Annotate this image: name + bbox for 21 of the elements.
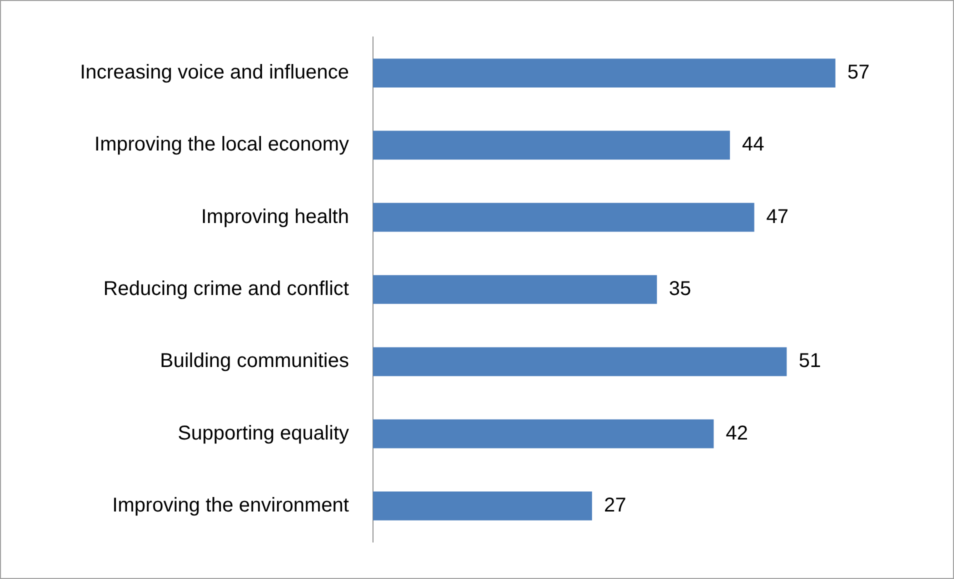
bar bbox=[373, 347, 787, 376]
data-label: 51 bbox=[798, 350, 821, 372]
y-tick-label: Improving the environment bbox=[112, 494, 350, 516]
y-tick-label: Supporting equality bbox=[178, 422, 349, 444]
data-label: 57 bbox=[847, 62, 870, 84]
y-tick-label: Increasing voice and influence bbox=[80, 62, 349, 84]
data-label: 44 bbox=[742, 134, 764, 156]
y-tick-label: Improving the local economy bbox=[94, 134, 349, 156]
y-tick-label: Building communities bbox=[160, 350, 349, 372]
bar bbox=[373, 419, 714, 448]
bar bbox=[373, 275, 657, 304]
data-label: 35 bbox=[668, 278, 692, 300]
bar bbox=[373, 58, 836, 88]
bar bbox=[373, 202, 754, 232]
bar bbox=[373, 130, 730, 160]
data-label: 27 bbox=[604, 494, 626, 516]
bar bbox=[373, 492, 592, 520]
y-tick-label: Improving health bbox=[201, 206, 349, 228]
y-tick-label: Reducing crime and conflict bbox=[103, 278, 350, 300]
data-label: 47 bbox=[766, 206, 789, 228]
data-label: 42 bbox=[726, 422, 748, 444]
